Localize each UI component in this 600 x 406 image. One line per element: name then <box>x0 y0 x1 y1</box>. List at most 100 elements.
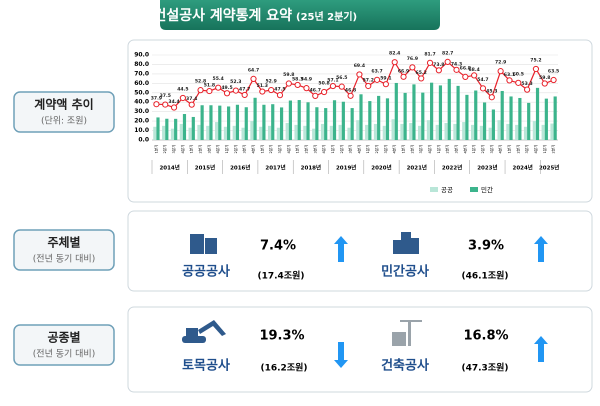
section-title: 주체별 <box>47 235 80 250</box>
data-label: 60.5 <box>513 71 524 77</box>
y-tick-label: 90.0 <box>134 52 149 59</box>
y-tick-label: 20.0 <box>134 118 149 125</box>
data-label: 37.5 <box>160 93 171 99</box>
bar <box>165 118 169 140</box>
bar <box>544 98 548 140</box>
bar <box>421 92 425 140</box>
bar <box>391 119 395 140</box>
down-arrow <box>334 342 348 368</box>
bar <box>191 116 195 140</box>
line-marker <box>462 73 469 81</box>
year-label: 2022년 <box>442 164 462 172</box>
bar <box>532 121 536 140</box>
entity-panel <box>127 210 593 292</box>
bar <box>332 100 337 140</box>
bar <box>500 90 504 140</box>
y-tick-label: 50.0 <box>134 89 149 96</box>
line-marker <box>179 94 186 102</box>
bar <box>250 121 254 140</box>
bar <box>523 126 528 140</box>
data-label: 66.9 <box>398 68 409 74</box>
data-label: 57.2 <box>363 77 374 83</box>
x-tick-label: 2분기 <box>303 145 308 154</box>
item-change: 19.3% <box>259 329 304 344</box>
x-tick-label: 3분기 <box>312 145 317 154</box>
line-marker <box>373 76 381 83</box>
up-arrow <box>534 236 548 262</box>
data-label: 59.8 <box>283 72 294 78</box>
bar <box>438 85 443 140</box>
bar <box>218 105 222 140</box>
bar <box>506 123 510 140</box>
data-label: 51.8 <box>204 83 215 89</box>
bar <box>347 127 351 140</box>
legend-swatch <box>470 187 478 192</box>
bar <box>303 125 307 140</box>
bar <box>482 102 487 140</box>
year-label: 2024년 <box>513 164 533 172</box>
bar <box>215 122 219 140</box>
bar <box>271 104 275 140</box>
x-tick-label: 4분기 <box>286 145 291 154</box>
line-marker <box>188 101 195 108</box>
bar <box>550 123 554 140</box>
data-label: 37.9 <box>151 96 162 102</box>
data-label: 66.8 <box>460 65 471 71</box>
data-label: 53.3 <box>521 81 532 87</box>
bar <box>235 104 240 140</box>
data-label: 55.4 <box>213 76 224 82</box>
bar <box>409 123 413 140</box>
data-label: 57.1 <box>327 78 338 84</box>
bar <box>315 107 319 140</box>
year-label: 2017년 <box>265 164 285 172</box>
x-tick-label: 3분기 <box>171 145 176 154</box>
line-marker <box>426 59 434 66</box>
section-label-box <box>13 324 115 366</box>
line-marker <box>162 101 169 108</box>
x-tick-label: 4분기 <box>180 145 185 154</box>
x-tick-label: 3분기 <box>206 145 211 154</box>
line-marker <box>532 65 540 73</box>
bar <box>356 120 360 140</box>
data-label: 65.2 <box>416 70 427 76</box>
year-label: 2023년 <box>477 164 497 172</box>
data-label: 52.8 <box>195 79 206 85</box>
x-tick-label: 3분기 <box>242 145 247 154</box>
building-icon <box>190 234 217 254</box>
x-tick-label: 3분기 <box>418 145 423 154</box>
bar <box>227 106 231 140</box>
bar <box>244 107 248 140</box>
x-tick-label: 2분기 <box>339 145 344 154</box>
item-label: 공공공사 <box>182 264 230 280</box>
bar <box>276 127 280 140</box>
bar <box>324 108 328 140</box>
item-amount: (17.4조원) <box>258 270 305 282</box>
bar <box>509 96 513 140</box>
year-label: 2021년 <box>407 164 427 172</box>
x-tick-label: 2분기 <box>268 145 273 154</box>
data-label: 54.7 <box>477 77 488 83</box>
bar <box>412 84 416 140</box>
item-label: 토목공사 <box>182 358 230 374</box>
data-label: 47.5 <box>274 87 285 93</box>
bar <box>182 114 187 140</box>
bar <box>373 123 378 140</box>
data-label: 34.4 <box>168 99 179 105</box>
bar <box>456 85 460 140</box>
year-label: 2015년 <box>195 164 215 172</box>
data-label: 47.7 <box>239 86 250 92</box>
title: 건설공사 계약통계 요약 <box>153 7 292 24</box>
item-change: 3.9% <box>468 239 504 254</box>
year-label: 2016년 <box>230 164 250 172</box>
line-marker <box>409 64 416 71</box>
year-label: 2020년 <box>371 164 391 172</box>
line <box>156 60 554 109</box>
line-marker <box>541 80 548 87</box>
bar <box>306 102 310 140</box>
bar <box>262 104 266 140</box>
bar <box>385 98 390 140</box>
bar <box>297 100 301 140</box>
bar <box>527 102 531 140</box>
section-note: (전년 동기 대비) <box>33 349 95 360</box>
bar <box>209 105 213 140</box>
